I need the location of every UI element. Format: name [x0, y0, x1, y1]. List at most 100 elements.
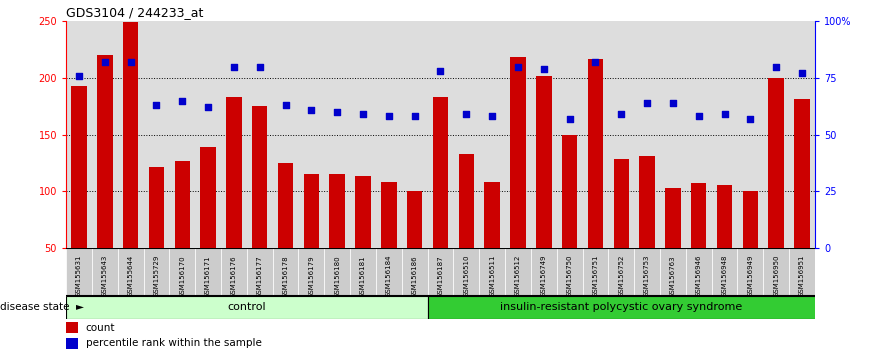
Bar: [768, 78, 784, 248]
Bar: [712, 248, 737, 296]
Bar: [272, 248, 299, 296]
Bar: [350, 248, 376, 296]
Text: GSM156171: GSM156171: [205, 255, 211, 298]
Point: [717, 111, 731, 117]
Text: GSM156510: GSM156510: [463, 255, 470, 297]
Point: [614, 111, 628, 117]
Text: GSM156749: GSM156749: [541, 255, 547, 297]
Bar: [789, 248, 815, 296]
Text: GSM155643: GSM155643: [102, 255, 107, 297]
Text: GSM156946: GSM156946: [696, 255, 702, 297]
Point: [537, 66, 551, 72]
Text: GSM156948: GSM156948: [722, 255, 728, 297]
Bar: [795, 99, 810, 248]
Point: [381, 114, 396, 119]
Bar: [717, 185, 732, 248]
Bar: [299, 248, 324, 296]
Bar: [691, 183, 707, 248]
Text: GSM156177: GSM156177: [256, 255, 263, 298]
Bar: [355, 176, 371, 248]
Bar: [196, 248, 221, 296]
Bar: [427, 296, 828, 319]
Bar: [582, 248, 609, 296]
Bar: [459, 154, 474, 248]
Text: control: control: [227, 302, 266, 312]
Point: [692, 114, 706, 119]
Bar: [427, 248, 454, 296]
Bar: [536, 76, 552, 248]
Text: GSM156763: GSM156763: [670, 255, 676, 298]
Bar: [562, 135, 577, 248]
Bar: [66, 322, 78, 333]
Bar: [174, 161, 190, 248]
Text: GSM156176: GSM156176: [231, 255, 237, 298]
Bar: [144, 248, 169, 296]
Bar: [763, 248, 789, 296]
Point: [769, 64, 783, 69]
Bar: [660, 248, 685, 296]
Bar: [97, 55, 113, 248]
Bar: [485, 182, 500, 248]
Bar: [252, 106, 268, 248]
Bar: [329, 174, 345, 248]
Text: GSM156512: GSM156512: [515, 255, 521, 297]
Bar: [278, 163, 293, 248]
Bar: [118, 248, 144, 296]
Text: GSM156186: GSM156186: [411, 255, 418, 298]
Bar: [122, 22, 138, 248]
Bar: [609, 248, 634, 296]
Bar: [433, 97, 448, 248]
Bar: [531, 248, 557, 296]
Bar: [640, 156, 655, 248]
Point: [330, 109, 344, 115]
Point: [795, 70, 809, 76]
Point: [72, 73, 86, 79]
Text: GSM156180: GSM156180: [334, 255, 340, 298]
Point: [123, 59, 137, 65]
Bar: [557, 248, 582, 296]
Bar: [588, 59, 603, 248]
Text: insulin-resistant polycystic ovary syndrome: insulin-resistant polycystic ovary syndr…: [500, 302, 743, 312]
Point: [485, 114, 500, 119]
Bar: [200, 147, 216, 248]
Point: [227, 64, 241, 69]
Point: [98, 59, 112, 65]
Bar: [66, 248, 92, 296]
Bar: [743, 191, 759, 248]
Bar: [66, 296, 427, 319]
Bar: [402, 248, 427, 296]
Point: [511, 64, 525, 69]
Point: [201, 104, 215, 110]
Bar: [454, 248, 479, 296]
Text: GSM156950: GSM156950: [774, 255, 779, 297]
Point: [408, 114, 422, 119]
Text: percentile rank within the sample: percentile rank within the sample: [85, 338, 262, 348]
Text: GSM156179: GSM156179: [308, 255, 315, 298]
Point: [744, 116, 758, 121]
Text: GSM156170: GSM156170: [179, 255, 185, 298]
Bar: [381, 182, 396, 248]
Point: [304, 107, 318, 113]
Point: [459, 111, 473, 117]
Point: [666, 100, 680, 105]
Bar: [71, 86, 86, 248]
Bar: [169, 248, 196, 296]
Bar: [149, 167, 164, 248]
Bar: [634, 248, 660, 296]
Text: GSM156184: GSM156184: [386, 255, 392, 297]
Bar: [685, 248, 712, 296]
Text: GSM156181: GSM156181: [360, 255, 366, 298]
Bar: [613, 159, 629, 248]
Bar: [737, 248, 763, 296]
Bar: [324, 248, 350, 296]
Text: GSM156511: GSM156511: [489, 255, 495, 297]
Point: [253, 64, 267, 69]
Bar: [479, 248, 505, 296]
Text: GDS3104 / 244233_at: GDS3104 / 244233_at: [66, 6, 204, 19]
Text: GSM156178: GSM156178: [283, 255, 289, 298]
Text: GSM155631: GSM155631: [76, 255, 82, 297]
Bar: [510, 57, 526, 248]
Bar: [407, 191, 422, 248]
Point: [563, 116, 577, 121]
Bar: [92, 248, 118, 296]
